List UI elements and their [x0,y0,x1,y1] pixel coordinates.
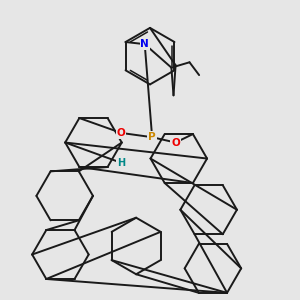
Text: O: O [117,128,126,138]
Text: P: P [148,132,156,142]
Text: O: O [171,137,180,148]
Text: H: H [117,158,125,168]
Text: N: N [140,39,149,49]
